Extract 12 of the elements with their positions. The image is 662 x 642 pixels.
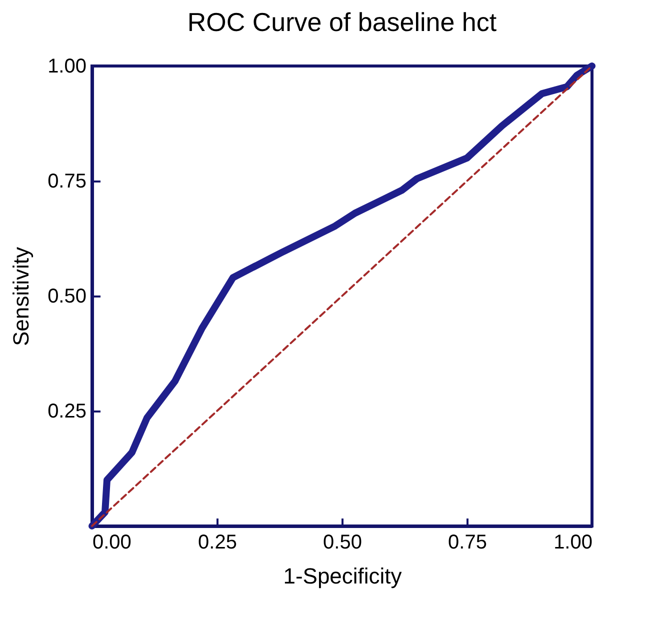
y-tick-label: 0.25 xyxy=(48,400,86,422)
y-tick-label: 0.50 xyxy=(48,286,86,308)
y-tick-label: 1.00 xyxy=(48,56,86,78)
x-tick-label: 0.25 xyxy=(198,532,237,554)
chart-title: ROC Curve of baseline hct xyxy=(187,7,498,37)
x-tick-label: 0.75 xyxy=(448,532,487,554)
y-tick-label: 0.75 xyxy=(48,170,86,192)
y-axis-title: Sensitivity xyxy=(8,246,34,346)
x-tick-label: 1.00 xyxy=(554,532,592,554)
x-axis-title: 1-Specificity xyxy=(283,564,402,588)
x-tick-label: 0.50 xyxy=(323,532,362,554)
x-tick-label: 0.00 xyxy=(92,532,132,554)
